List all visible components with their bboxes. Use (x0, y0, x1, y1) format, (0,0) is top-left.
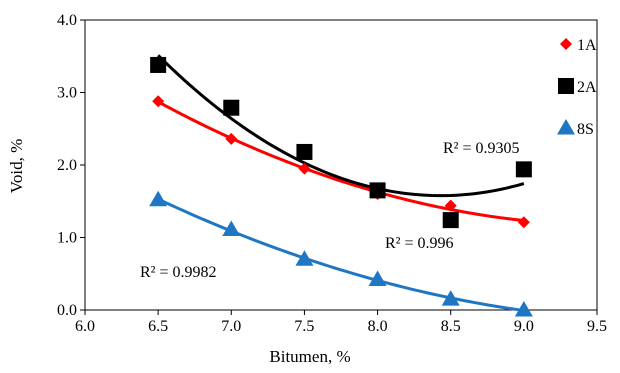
x-tick-label: 8.5 (441, 318, 461, 335)
data-point-2A (150, 56, 167, 73)
y-tick-label: 2.0 (57, 157, 77, 174)
data-point-1A (444, 199, 457, 212)
y-tick-label: 3.0 (57, 85, 77, 102)
legend-marker-8S (557, 119, 575, 135)
trendline-2A (157, 54, 525, 198)
data-point-8S (514, 301, 533, 317)
x-axis-title: Bitumen, % (269, 347, 350, 366)
trendline-8S (157, 197, 525, 313)
r2-label-1A: R² = 0.996 (385, 235, 454, 252)
x-tick-label: 9.5 (587, 318, 607, 335)
data-point-8S (149, 190, 168, 207)
legend-label-1A: 1A (577, 37, 597, 54)
data-point-2A (442, 212, 459, 229)
r2-label-2A: R² = 0.9305 (443, 140, 520, 157)
y-axis-title: Void, % (7, 139, 26, 193)
legend-label-2A: 2A (577, 79, 597, 96)
data-point-8S (368, 270, 387, 287)
data-point-8S (441, 290, 460, 306)
data-point-1A (152, 95, 165, 108)
data-point-1A (517, 216, 530, 229)
legend-label-8S: 8S (577, 121, 594, 138)
data-point-2A (223, 99, 240, 116)
x-tick-label: 9.0 (514, 318, 534, 335)
y-tick-label: 4.0 (57, 12, 77, 29)
x-tick-label: 6.5 (148, 318, 168, 335)
y-tick-label: 0.0 (57, 302, 77, 319)
y-tick-label: 1.0 (57, 230, 77, 247)
data-point-1A (298, 162, 311, 175)
x-tick-label: 6.0 (75, 318, 95, 335)
trendline-1A (157, 100, 525, 223)
data-point-2A (369, 182, 386, 199)
data-point-2A (296, 143, 313, 160)
legend-marker-2A (558, 78, 574, 94)
legend-marker-1A (560, 38, 572, 50)
x-tick-label: 8.0 (368, 318, 388, 335)
data-point-8S (295, 250, 314, 266)
x-tick-label: 7.5 (294, 318, 314, 335)
data-point-1A (225, 132, 238, 145)
data-point-2A (515, 161, 532, 178)
x-tick-label: 7.0 (221, 318, 241, 335)
data-point-8S (222, 220, 241, 237)
r2-label-8S: R² = 0.9982 (140, 264, 217, 281)
